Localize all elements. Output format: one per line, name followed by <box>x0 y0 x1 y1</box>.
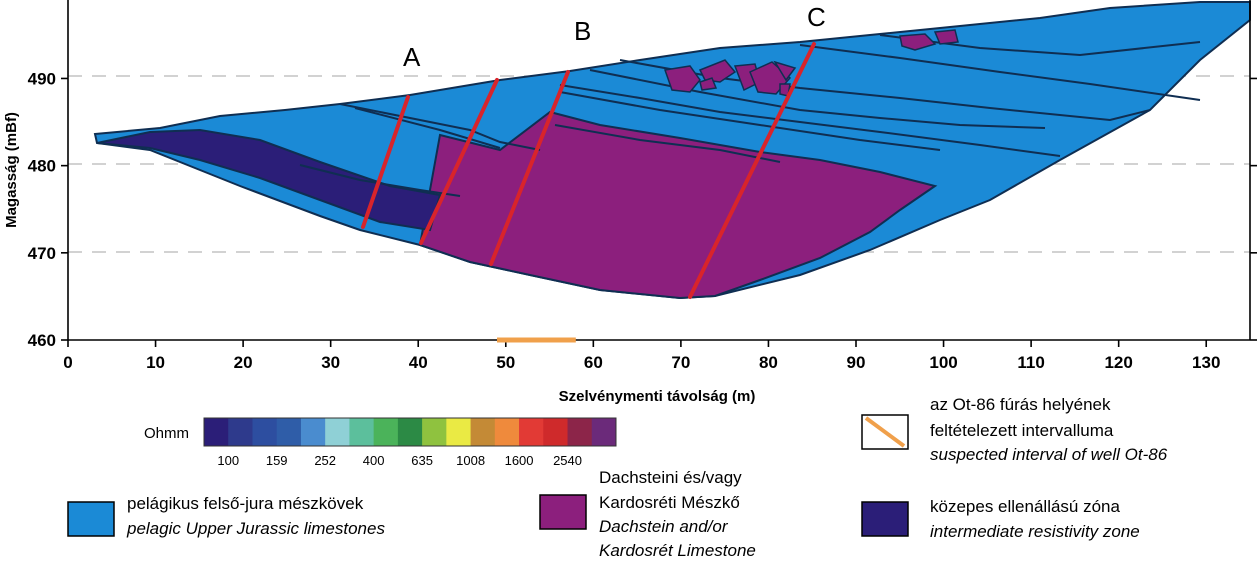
x-tick-label: 0 <box>63 353 72 372</box>
y-tick-label: 470 <box>28 244 56 263</box>
scale-label: 635 <box>411 453 433 468</box>
dachstein-legend-swatch <box>539 494 587 530</box>
scale-swatch <box>204 418 229 446</box>
x-tick-label: 50 <box>496 353 515 372</box>
scale-labels: 100 159 252 400 635 1008 1600 2540 <box>217 453 582 468</box>
x-tick-label: 70 <box>671 353 690 372</box>
well-legend-line <box>864 416 906 448</box>
y-ticks: 460 470 480 490 <box>28 69 1257 350</box>
fault-b <box>489 70 570 266</box>
scale-frame <box>203 417 617 447</box>
fault-lines <box>361 42 816 299</box>
fault-a <box>361 95 410 229</box>
scale-label: 252 <box>314 453 336 468</box>
x-tick-label: 100 <box>929 353 957 372</box>
resistivity-scale: Ohmm 100 159 252 400 635 1008 1600 2540 <box>144 417 617 468</box>
scale-swatch <box>276 418 302 446</box>
dachstein-legend-line3: Dachstein and/or <box>599 517 729 536</box>
scale-swatch <box>519 418 544 446</box>
y-tick-label: 490 <box>28 69 56 88</box>
purple-lenses <box>663 29 959 97</box>
legend-dachstein: Dachsteini és/vagy Kardosréti Mészkő Dac… <box>539 468 756 560</box>
scale-swatch <box>300 418 326 446</box>
legend-well: az Ot-86 fúrás helyének feltételezett in… <box>861 395 1168 464</box>
fault-c <box>688 42 816 299</box>
x-tick-label: 90 <box>847 353 866 372</box>
dachstein-limestone-body <box>418 110 938 300</box>
dachstein-legend-line2: Kardosréti Mészkő <box>599 493 740 512</box>
x-tick-label: 60 <box>584 353 603 372</box>
y-tick-label: 460 <box>28 331 56 350</box>
scale-label: 1600 <box>505 453 534 468</box>
well-legend-line2: feltételezett intervalluma <box>930 421 1114 440</box>
scale-swatch <box>349 418 375 446</box>
x-tick-label: 130 <box>1192 353 1220 372</box>
scale-swatch <box>446 418 472 446</box>
x-axis-title: Szelvénymenti távolság (m) <box>559 388 756 405</box>
scale-label: 100 <box>217 453 239 468</box>
intermediate-legend-line2: intermediate resistivity zone <box>930 522 1140 541</box>
x-tick-label: 80 <box>759 353 778 372</box>
jurassic-legend-swatch <box>67 501 115 537</box>
legend-intermediate: közepes ellenállású zóna intermediate re… <box>861 497 1140 541</box>
scale-swatch <box>543 418 569 446</box>
x-tick-label: 20 <box>234 353 253 372</box>
scale-swatch <box>397 418 423 446</box>
scale-swatch <box>567 418 593 446</box>
legend-jurassic: pelágikus felső-jura mészkövek pelagic U… <box>67 494 385 538</box>
scale-unit: Ohmm <box>144 425 189 442</box>
dachstein-legend-line1: Dachsteini és/vagy <box>599 468 742 487</box>
section-label-b: B <box>574 16 591 46</box>
fault-a2 <box>419 78 499 245</box>
scale-swatch <box>494 418 520 446</box>
x-tick-label: 40 <box>409 353 428 372</box>
y-axis-title: Magasság (mBf) <box>3 112 20 228</box>
x-tick-label: 10 <box>146 353 165 372</box>
legend: az Ot-86 fúrás helyének feltételezett in… <box>67 395 1168 560</box>
scale-swatch <box>422 418 447 446</box>
x-tick-label: 30 <box>321 353 340 372</box>
well-legend-line1: az Ot-86 fúrás helyének <box>930 395 1111 414</box>
jurassic-legend-line1: pelágikus felső-jura mészkövek <box>127 494 364 513</box>
dachstein-legend-line4: Kardosrét Limestone <box>599 541 756 560</box>
x-tick-label: 120 <box>1104 353 1132 372</box>
axes-frame <box>67 0 1251 341</box>
scale-swatch <box>373 418 399 446</box>
scale-swatches <box>203 417 617 447</box>
scale-label: 1008 <box>456 453 485 468</box>
scale-swatch <box>252 418 278 446</box>
well-legend-line3: suspected interval of well Ot-86 <box>930 445 1168 464</box>
scale-swatch <box>325 418 350 446</box>
section-label-c: C <box>807 2 826 32</box>
scale-swatch <box>591 418 617 446</box>
jurassic-legend-line2: pelagic Upper Jurassic limestones <box>126 519 385 538</box>
scale-swatch <box>470 418 496 446</box>
y-tick-label: 480 <box>28 157 56 176</box>
intermediate-legend-swatch <box>861 501 909 537</box>
x-tick-label: 110 <box>1017 353 1044 372</box>
section-labels: A B C <box>403 2 826 72</box>
scale-label: 2540 <box>553 453 582 468</box>
scale-label: 159 <box>266 453 288 468</box>
scale-label: 400 <box>363 453 385 468</box>
section-label-a: A <box>403 42 421 72</box>
x-ticks: 0 10 20 30 40 50 60 70 80 90 100 110 120 130 <box>63 340 1220 372</box>
scale-swatch <box>228 418 253 446</box>
intermediate-legend-line1: közepes ellenállású zóna <box>930 497 1121 516</box>
